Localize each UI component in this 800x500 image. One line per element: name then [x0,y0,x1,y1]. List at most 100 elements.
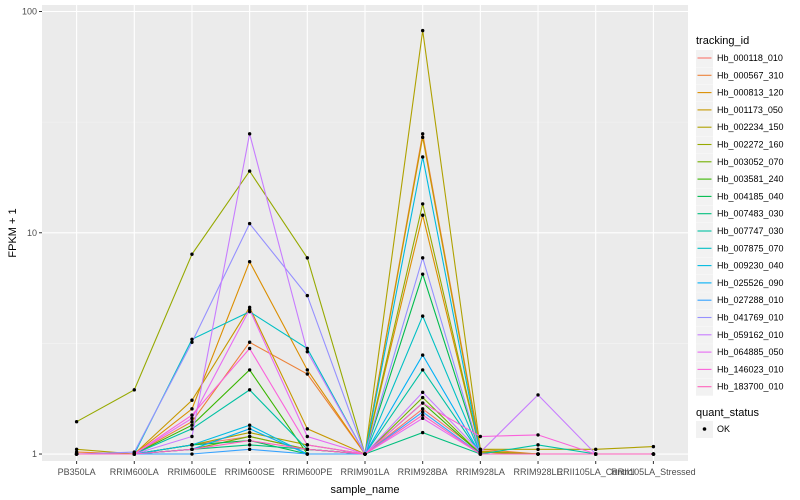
data-point [305,350,310,354]
data-point [247,221,252,226]
legend-label: Hb_002272_160 [717,140,784,150]
data-point [190,413,194,417]
data-point [420,416,425,421]
data-point [247,346,252,351]
data-point [247,169,252,173]
data-point [305,256,310,260]
legend-label: Hb_025526_090 [717,278,784,288]
x-axis: PB350LA RRIM600LA RRIM600LE RRIM600SE RRIM60… [58,461,696,477]
legend-label: Hb_000813_120 [717,88,784,98]
data-point [305,434,310,439]
data-point [190,443,194,447]
legend-key-point [702,427,707,431]
y-tick-label: 10 [27,228,37,238]
data-point [305,293,310,298]
data-point [420,407,425,411]
data-point [247,340,252,344]
data-point [190,419,194,424]
legend-title: tracking_id [696,35,749,47]
data-point [536,393,540,397]
data-point [594,452,598,456]
legend-label: Hb_004185_040 [717,191,784,201]
data-point [420,390,425,395]
data-point [305,368,310,372]
data-point [420,272,425,276]
data-point [247,447,252,452]
data-point [420,430,425,435]
data-point [420,401,425,405]
data-point [420,155,425,159]
data-point [651,444,656,449]
legend-label: Hb_003581_240 [717,174,784,184]
legend-label: Hb_064885_050 [717,347,784,357]
data-point [420,213,425,217]
legend: tracking_id Hb_000118_010Hb_000567_310Hb… [696,35,784,438]
data-point [594,447,598,452]
legend-label: Hb_001173_050 [717,105,783,115]
data-point [420,256,425,260]
legend-label: Hb_027288_010 [717,295,784,305]
data-point [305,372,310,376]
data-point [247,427,252,431]
y-tick-label: 100 [22,7,37,17]
legend-label: OK [717,424,730,434]
data-point [190,416,194,421]
legend-label: Hb_009230_040 [717,261,784,271]
x-tick-label: RRIM928BA [398,467,448,477]
data-point [478,434,483,439]
data-point [190,447,194,452]
data-point [190,452,194,456]
legend-label: Hb_000567_310 [717,70,784,80]
legend-label: Hb_007875_070 [717,243,784,253]
data-point [536,447,540,452]
x-tick-label: RRIM600SE [225,467,275,477]
data-point [247,368,252,372]
data-point [305,452,310,456]
data-point [536,433,540,437]
legend-point-items: OK [696,421,730,438]
data-point [190,398,194,402]
data-point [190,434,194,439]
x-tick-label: RRIM600LE [167,467,216,477]
x-tick-label: RRIM600PE [282,467,332,477]
data-point [305,447,310,452]
y-tick-label: 1 [32,449,37,459]
legend-items: Hb_000118_010 Hb_000567_310 Hb_000813_120 H… [696,50,784,396]
data-point [420,314,425,318]
data-point [420,353,425,357]
legend-label: Hb_000118_010 [717,53,783,63]
series-points [74,28,656,456]
legend-label: Hb_002234_150 [717,122,784,132]
legend-label: Hb_041769_010 [717,313,784,323]
data-point [478,447,483,452]
x-tick-label: RRIM600LA [110,467,159,477]
data-point [651,452,656,456]
x-tick-label: RRIM928LA [456,467,505,477]
y-axis-title: FPKM + 1 [7,208,19,257]
data-point [420,28,425,33]
x-tick-label: PB350LA [58,467,96,477]
legend-point-title: quant_status [696,407,759,419]
data-point [247,307,252,312]
data-point [190,423,194,427]
data-point [420,413,425,417]
data-point [190,427,194,431]
data-point [420,410,425,414]
legend-label: Hb_003052_070 [717,157,784,167]
data-point [74,419,79,424]
data-point [247,259,252,264]
data-point [420,202,425,206]
data-point [420,395,425,400]
data-point [536,452,540,456]
x-axis-title: sample_name [330,484,399,496]
data-point [190,407,194,411]
data-point [190,252,194,256]
data-point [132,388,136,392]
x-tick-label: RRII105LA_Control [557,467,635,477]
legend-label: Hb_007747_030 [717,226,784,236]
data-point [536,443,540,447]
data-point [420,135,425,140]
data-point [305,443,310,447]
data-point [247,423,252,427]
